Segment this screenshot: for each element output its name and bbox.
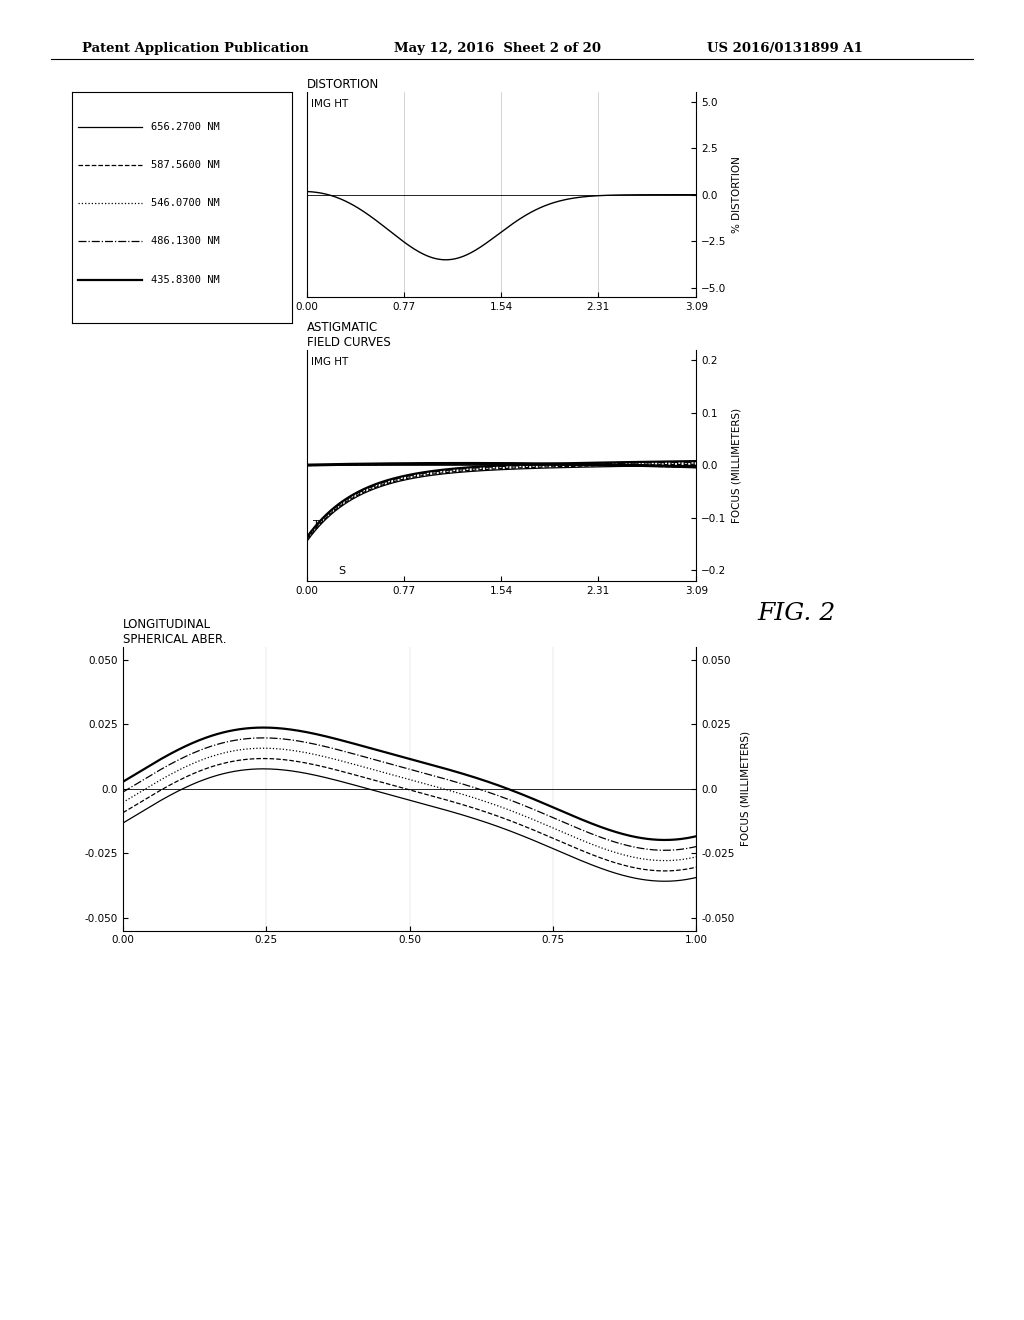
Text: FIG. 2: FIG. 2	[758, 602, 836, 626]
Text: 656.2700 NM: 656.2700 NM	[151, 121, 220, 132]
Text: US 2016/0131899 A1: US 2016/0131899 A1	[707, 42, 862, 55]
Text: DISTORTION: DISTORTION	[307, 78, 380, 91]
Text: LONGITUDINAL
SPHERICAL ABER.: LONGITUDINAL SPHERICAL ABER.	[123, 618, 226, 645]
Y-axis label: % DISTORTION: % DISTORTION	[732, 156, 742, 234]
Text: 587.5600 NM: 587.5600 NM	[151, 160, 220, 170]
Text: 486.1300 NM: 486.1300 NM	[151, 236, 220, 247]
Text: 546.0700 NM: 546.0700 NM	[151, 198, 220, 209]
Text: ASTIGMATIC
FIELD CURVES: ASTIGMATIC FIELD CURVES	[307, 321, 391, 348]
Text: Patent Application Publication: Patent Application Publication	[82, 42, 308, 55]
Text: S: S	[338, 566, 345, 576]
Text: T: T	[313, 520, 321, 531]
Text: IMG HT: IMG HT	[311, 99, 348, 108]
Text: May 12, 2016  Sheet 2 of 20: May 12, 2016 Sheet 2 of 20	[394, 42, 601, 55]
Text: IMG HT: IMG HT	[311, 356, 348, 367]
Y-axis label: FOCUS (MILLIMETERS): FOCUS (MILLIMETERS)	[740, 731, 751, 846]
Text: 435.8300 NM: 435.8300 NM	[151, 275, 220, 285]
Y-axis label: FOCUS (MILLIMETERS): FOCUS (MILLIMETERS)	[732, 408, 742, 523]
